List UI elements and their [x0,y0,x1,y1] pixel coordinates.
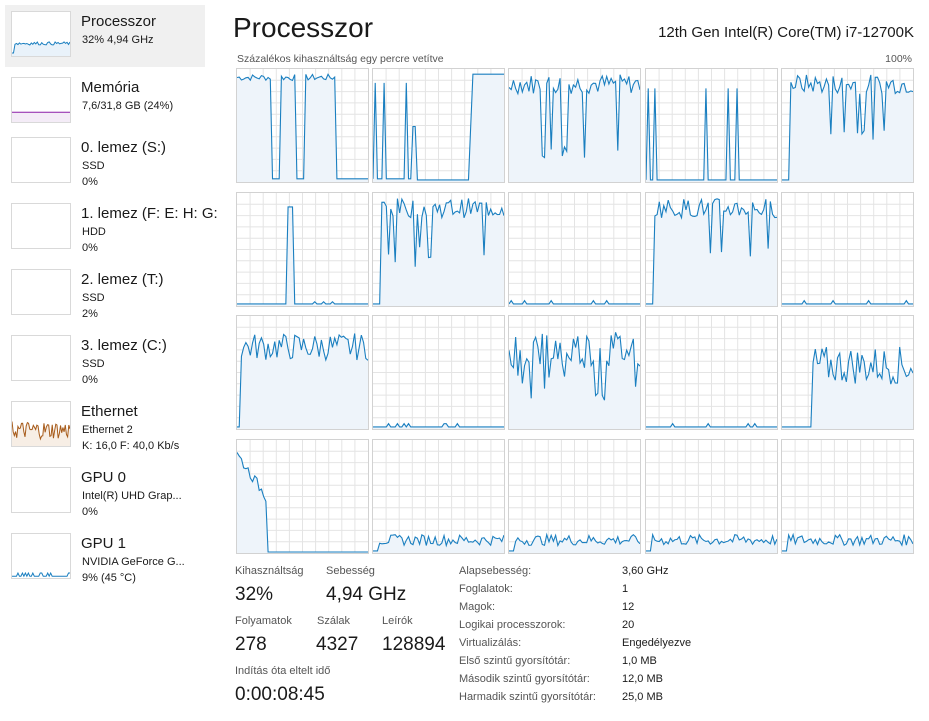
sidebar-item-detail: 9% (45 °C) [82,572,136,584]
logical-processor-graph [644,68,778,183]
sidebar-item-detail: K: 16,0 F: 40,0 Kb/s [82,440,180,452]
logical-processor-graphs [236,68,914,554]
sidebar-item-detail: 7,6/31,8 GB (24%) [82,100,174,112]
sidebar-item-type: SSD [82,292,105,304]
sidebar-item-detail: 0% [82,506,98,518]
spec-cores-value: 12 [622,601,635,613]
gpu-0-mini-graph [11,467,71,513]
sidebar-item-adapter: NVIDIA GeForce G... [82,556,185,568]
memory-mini-graph [11,77,71,123]
logical-processor-graph [644,315,778,430]
sidebar-item-type: HDD [82,226,106,238]
spec-sockets-value: 1 [622,583,629,595]
sidebar-item-detail: 2% [82,308,98,320]
logical-processor-graph [508,68,642,183]
logical-processor-graph [372,438,506,554]
threads-label: Szálak [317,615,351,627]
sidebar-item-label: 3. lemez (C:) [81,337,167,354]
logical-processor-graph [508,438,642,554]
sidebar-item-cpu[interactable]: Processzor 32% 4,94 GHz [5,5,205,67]
spec-base-speed-label: Alapsebesség: [459,565,532,577]
sidebar-item-label: GPU 1 [81,535,127,552]
logical-processor-graph [780,68,914,183]
utilization-label: Kihasználtság [235,565,304,577]
sidebar-item-label: Processzor [81,13,157,30]
handles-value: 128894 [382,634,446,655]
disk-3-mini-graph [11,335,71,381]
sidebar-item-disk-3[interactable]: 3. lemez (C:) SSD 0% [5,329,205,391]
handles-label: Leírók [382,615,413,627]
spec-virtualization-value: Engedélyezve [622,637,692,649]
spec-logical-processors-value: 20 [622,619,635,631]
logical-processor-graph [236,68,369,183]
processes-label: Folyamatok [235,615,292,627]
disk-0-mini-graph [11,137,71,183]
disk-1-mini-graph [11,203,71,249]
logical-processor-graph [236,191,369,307]
sidebar-item-disk-0[interactable]: 0. lemez (S:) SSD 0% [5,131,205,193]
sidebar-item-label: 0. lemez (S:) [81,139,167,156]
spec-l3-cache-label: Harmadik szintű gyorsítótár: [459,691,596,703]
page-title: Processzor [233,12,374,43]
sidebar-item-label: Ethernet [81,403,138,420]
uptime-value: 0:00:08:45 [235,684,325,705]
utilization-value: 32% [235,584,274,605]
processes-value: 278 [235,634,267,655]
cpu-mini-graph [11,11,71,57]
sidebar-item-gpu-0[interactable]: GPU 0 Intel(R) UHD Grap... 0% [5,461,205,523]
sidebar-item-adapter: Ethernet 2 [82,424,133,436]
sidebar-item-gpu-1[interactable]: GPU 1 NVIDIA GeForce G... 9% (45 °C) [5,527,205,589]
spec-l2-cache-label: Második szintű gyorsítótár: [459,673,590,685]
sidebar-item-ethernet[interactable]: Ethernet Ethernet 2 K: 16,0 F: 40,0 Kb/s [5,395,205,457]
spec-cores-label: Magok: [459,601,496,613]
ethernet-mini-graph [11,401,71,447]
graph-max-label: 100% [885,53,912,65]
disk-2-mini-graph [11,269,71,315]
logical-processor-graph [644,438,778,554]
logical-processor-graph [236,315,369,430]
sidebar-item-label: Memória [81,79,140,96]
spec-l1-cache-value: 1,0 MB [622,655,657,667]
spec-virtualization-label: Virtualizálás: [459,637,522,649]
sidebar-item-detail: 32% 4,94 GHz [82,34,154,46]
sidebar-item-detail: 0% [82,242,98,254]
logical-processor-graph [780,438,914,554]
logical-processor-graph [372,68,506,183]
sidebar-item-label: GPU 0 [81,469,127,486]
spec-l1-cache-label: Első szintű gyorsítótár: [459,655,571,667]
sidebar-item-disk-1[interactable]: 1. lemez (F: E: H: G: HDD 0% [5,197,218,259]
uptime-label: Indítás óta eltelt idő [235,665,331,677]
spec-base-speed-value: 3,60 GHz [622,565,669,577]
gpu-1-mini-graph [11,533,71,579]
sidebar-item-disk-2[interactable]: 2. lemez (T:) SSD 2% [5,263,205,325]
spec-logical-processors-label: Logikai processzorok: [459,619,566,631]
sidebar-item-type: SSD [82,358,105,370]
logical-processor-graph [372,191,506,307]
logical-processor-graph [644,191,778,307]
cpu-model-name: 12th Gen Intel(R) Core(TM) i7-12700K [658,24,914,41]
sidebar-item-detail: 0% [82,374,98,386]
logical-processor-graph [508,191,642,307]
threads-value: 4327 [316,634,359,655]
speed-label: Sebesség [326,565,375,577]
spec-sockets-label: Foglalatok: [459,583,513,595]
sidebar-item-label: 1. lemez (F: E: H: G: [81,205,218,222]
logical-processor-graph [236,438,369,554]
sidebar-item-detail: 0% [82,176,98,188]
logical-processor-graph [372,315,506,430]
spec-l3-cache-value: 25,0 MB [622,691,663,703]
sidebar-item-label: 2. lemez (T:) [81,271,164,288]
graph-caption: Százalékos kihasználtság egy percre vetí… [237,53,444,65]
logical-processor-graph [780,191,914,307]
logical-processor-graph [780,315,914,430]
resource-sidebar: Processzor 32% 4,94 GHz Memória 7,6/31,8… [0,0,218,721]
sidebar-item-memory[interactable]: Memória 7,6/31,8 GB (24%) [5,71,205,133]
sidebar-item-adapter: Intel(R) UHD Grap... [82,490,182,502]
sidebar-item-type: SSD [82,160,105,172]
logical-processor-graph [508,315,642,430]
speed-value: 4,94 GHz [326,584,407,605]
spec-l2-cache-value: 12,0 MB [622,673,663,685]
